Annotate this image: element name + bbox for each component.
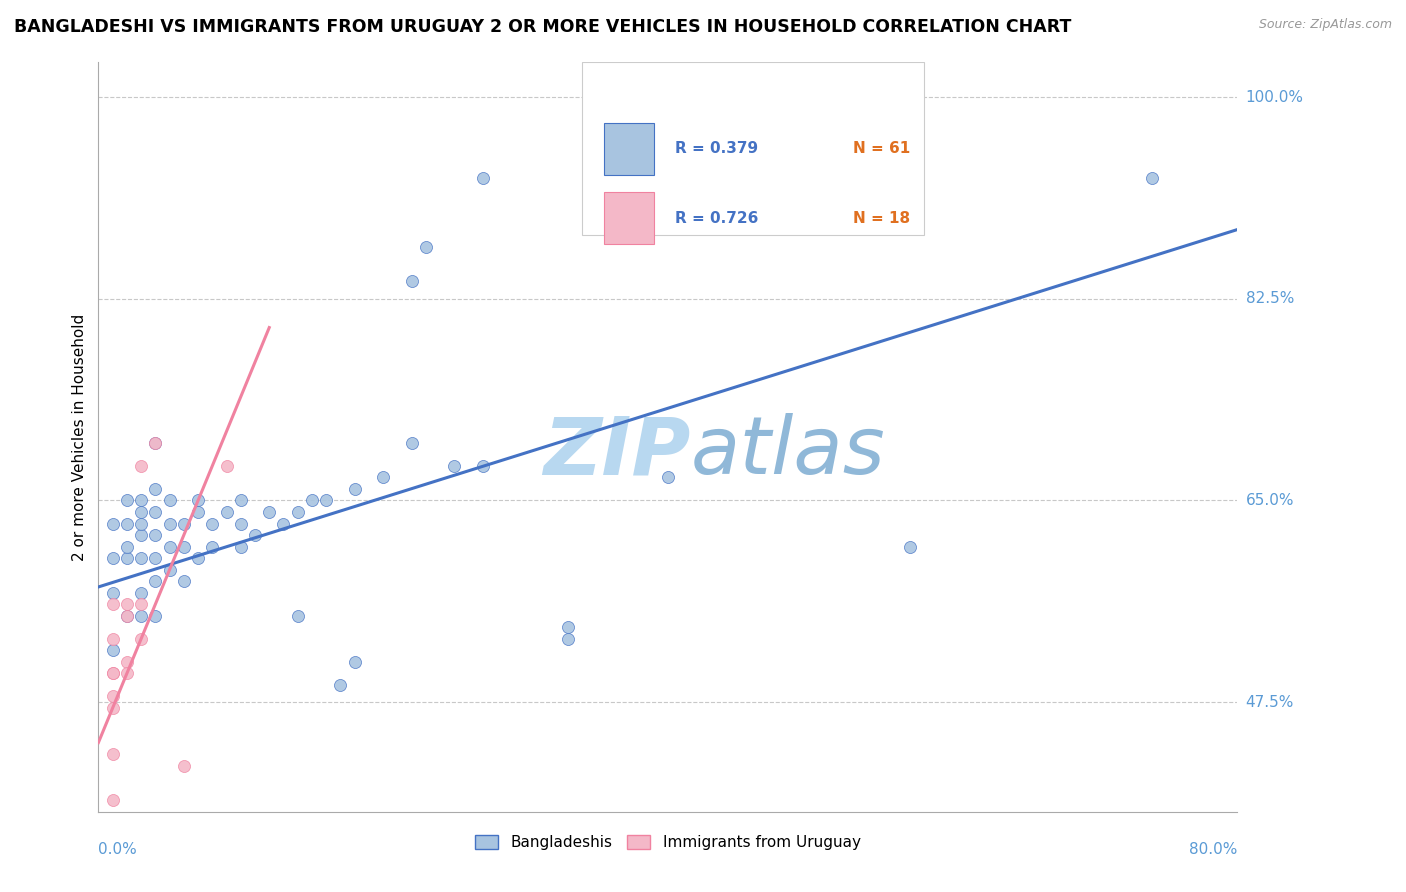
Point <box>557 632 579 646</box>
Point <box>415 240 437 254</box>
Point <box>187 505 209 519</box>
Point <box>101 747 124 761</box>
Point <box>201 516 224 531</box>
Point <box>201 540 224 554</box>
Point <box>215 458 238 473</box>
Point <box>101 585 124 599</box>
Point <box>229 540 252 554</box>
Point <box>129 551 152 566</box>
Text: BANGLADESHI VS IMMIGRANTS FROM URUGUAY 2 OR MORE VEHICLES IN HOUSEHOLD CORRELATI: BANGLADESHI VS IMMIGRANTS FROM URUGUAY 2… <box>14 18 1071 36</box>
Point <box>187 493 209 508</box>
Bar <box>603 123 654 175</box>
Point <box>129 516 152 531</box>
Text: R = 0.379: R = 0.379 <box>675 142 758 156</box>
Point <box>557 620 579 634</box>
Point <box>101 516 124 531</box>
Point <box>115 655 138 669</box>
Point <box>129 505 152 519</box>
Point <box>329 678 352 692</box>
Point <box>259 505 281 519</box>
Point <box>401 435 423 450</box>
Text: 82.5%: 82.5% <box>1246 292 1294 306</box>
Point <box>115 516 138 531</box>
Point <box>657 470 679 484</box>
Point <box>145 482 167 496</box>
Point <box>101 666 124 681</box>
Point <box>129 458 152 473</box>
Text: 65.0%: 65.0% <box>1246 493 1294 508</box>
Point <box>115 493 138 508</box>
Point <box>115 540 138 554</box>
Point <box>129 493 152 508</box>
Text: atlas: atlas <box>690 413 886 491</box>
Bar <box>582 62 924 235</box>
Point <box>173 540 195 554</box>
Point <box>343 655 366 669</box>
Point <box>287 608 309 623</box>
Point <box>315 493 337 508</box>
Text: N = 18: N = 18 <box>853 211 910 226</box>
Text: ZIP: ZIP <box>543 413 690 491</box>
Point <box>215 505 238 519</box>
Point <box>159 563 181 577</box>
Point <box>115 608 138 623</box>
Point <box>229 516 252 531</box>
Point <box>115 597 138 611</box>
Point <box>129 608 152 623</box>
Text: 80.0%: 80.0% <box>1189 842 1237 857</box>
Point <box>129 528 152 542</box>
Y-axis label: 2 or more Vehicles in Household: 2 or more Vehicles in Household <box>72 313 87 561</box>
Text: Source: ZipAtlas.com: Source: ZipAtlas.com <box>1258 18 1392 31</box>
Text: 0.0%: 0.0% <box>98 842 138 857</box>
Text: 100.0%: 100.0% <box>1246 89 1303 104</box>
Point <box>173 574 195 589</box>
Point <box>243 528 266 542</box>
Point <box>1140 170 1163 185</box>
Point <box>145 551 167 566</box>
Point <box>145 528 167 542</box>
Point <box>145 505 167 519</box>
Point <box>101 793 124 807</box>
Point <box>371 470 394 484</box>
Point <box>115 551 138 566</box>
Point <box>187 551 209 566</box>
Point <box>129 585 152 599</box>
Point <box>443 458 465 473</box>
Point <box>145 574 167 589</box>
Point <box>401 275 423 289</box>
Point <box>173 516 195 531</box>
Point <box>471 458 494 473</box>
Point <box>159 540 181 554</box>
Point <box>273 516 295 531</box>
Point <box>115 666 138 681</box>
Point <box>115 608 138 623</box>
Bar <box>603 192 654 244</box>
Point <box>101 632 124 646</box>
Point <box>145 435 167 450</box>
Point <box>129 597 152 611</box>
Point <box>145 435 167 450</box>
Point <box>145 608 167 623</box>
Point <box>229 493 252 508</box>
Point <box>101 551 124 566</box>
Point <box>129 632 152 646</box>
Point <box>287 505 309 519</box>
Text: 47.5%: 47.5% <box>1246 695 1294 710</box>
Point <box>471 170 494 185</box>
Point <box>101 690 124 704</box>
Point <box>301 493 323 508</box>
Text: R = 0.726: R = 0.726 <box>675 211 758 226</box>
Legend: Bangladeshis, Immigrants from Uruguay: Bangladeshis, Immigrants from Uruguay <box>470 830 866 856</box>
Point <box>101 597 124 611</box>
Point <box>101 643 124 657</box>
Text: N = 61: N = 61 <box>853 142 910 156</box>
Point <box>101 701 124 715</box>
Point <box>159 516 181 531</box>
Point <box>898 540 921 554</box>
Point <box>101 666 124 681</box>
Point <box>173 758 195 772</box>
Point <box>159 493 181 508</box>
Point <box>343 482 366 496</box>
